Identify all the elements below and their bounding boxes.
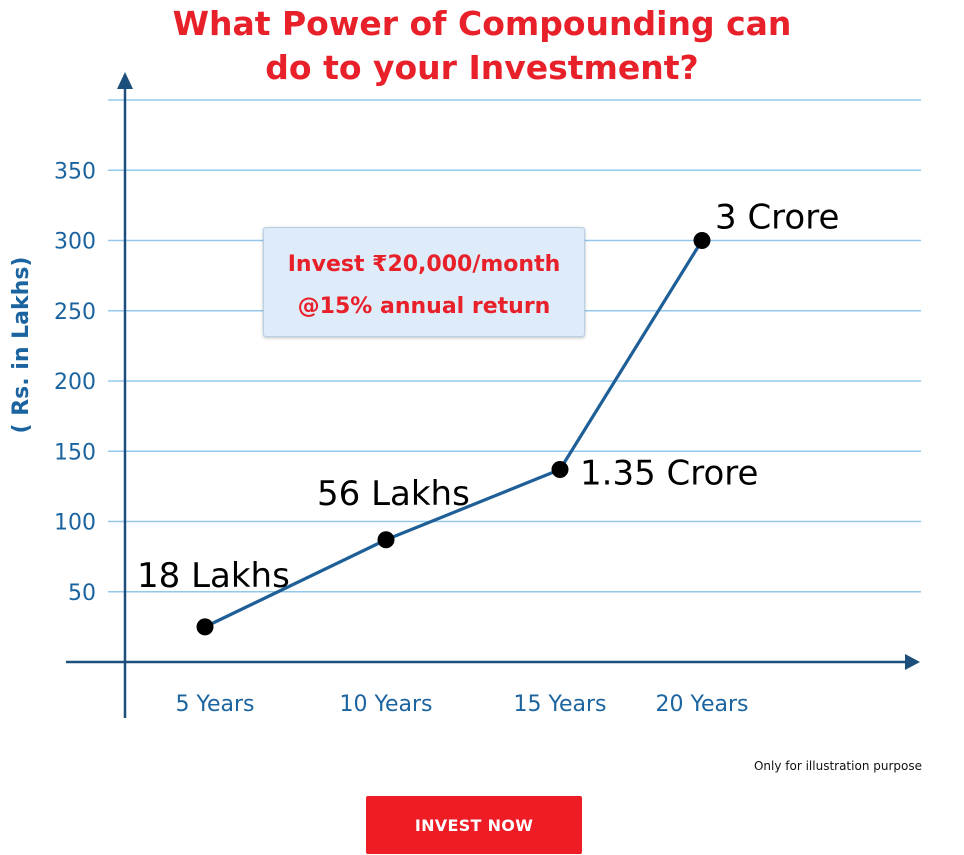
y-tick-label: 300 — [54, 230, 96, 255]
callout-line-1: Invest ₹20,000/month — [287, 252, 561, 277]
data-label: 1.35 Crore — [580, 454, 758, 494]
data-point — [377, 531, 395, 549]
data-point — [196, 618, 214, 636]
data-label: 18 Lakhs — [137, 556, 290, 596]
data-point — [551, 461, 569, 479]
x-tick-label: 10 Years — [339, 692, 432, 717]
y-tick-label: 250 — [54, 300, 96, 325]
data-label: 3 Crore — [715, 198, 839, 238]
x-tick-label: 20 Years — [655, 692, 748, 717]
y-tick-label: 100 — [54, 511, 96, 536]
callout-line-2: @15% annual return — [297, 294, 551, 319]
x-tick-label: 15 Years — [513, 692, 606, 717]
data-point — [693, 232, 711, 249]
illustration-note: Only for illustration purpose — [753, 759, 922, 773]
data-label: 56 Lakhs — [317, 474, 470, 514]
y-tick-label: 200 — [54, 370, 96, 395]
chart-title-line-2: do to your Investment? — [265, 48, 699, 87]
invest-now-button[interactable]: INVEST NOW — [366, 796, 582, 854]
x-tick-label: 5 Years — [175, 692, 254, 717]
y-tick-label: 50 — [68, 581, 96, 606]
investment-callout: Invest ₹20,000/month @15% annual return — [263, 227, 585, 337]
y-axis-label: ( Rs. in Lakhs) — [9, 257, 34, 434]
y-axis-arrow — [117, 72, 133, 89]
x-axis-arrow — [905, 654, 920, 670]
y-tick-label: 350 — [54, 159, 96, 184]
chart-title: What Power of Compounding can do to your… — [0, 2, 964, 90]
chart-title-line-1: What Power of Compounding can — [172, 4, 792, 43]
series-line — [204, 239, 704, 629]
y-tick-label: 150 — [54, 440, 96, 465]
